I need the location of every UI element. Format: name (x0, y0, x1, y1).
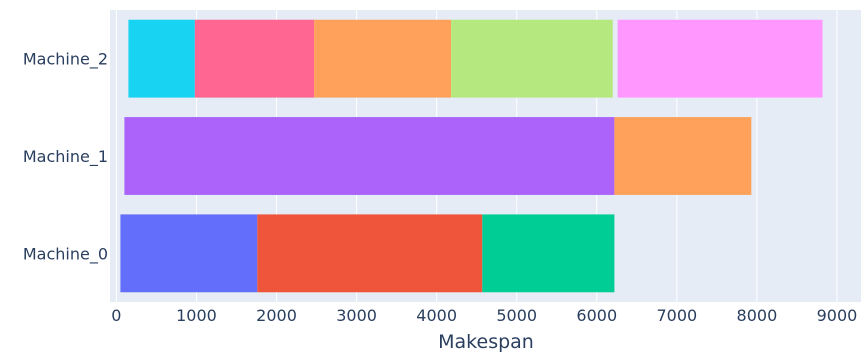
x-tick-label: 6000 (576, 306, 617, 325)
x-tick-labels: 0 1000 2000 3000 4000 5000 6000 7000 8000 9000 (111, 306, 857, 325)
task-bar[interactable] (451, 19, 613, 98)
x-axis-title: Makespan (438, 331, 534, 353)
task-bar[interactable] (124, 117, 615, 195)
task-bar[interactable] (482, 214, 615, 293)
task-bar[interactable] (128, 19, 195, 98)
task-bar[interactable] (617, 19, 823, 98)
x-tick-label: 2000 (256, 306, 297, 325)
task-bar[interactable] (194, 19, 315, 98)
x-tick-label: 8000 (737, 306, 778, 325)
task-bars (120, 19, 823, 293)
task-bar[interactable] (314, 19, 452, 98)
task-bar[interactable] (120, 214, 258, 293)
x-tick-label: 0 (111, 306, 121, 325)
task-bar[interactable] (614, 117, 752, 195)
x-tick-label: 9000 (817, 306, 858, 325)
y-tick-label: Machine_2 (23, 50, 108, 70)
x-tick-label: 7000 (656, 306, 697, 325)
y-tick-label: Machine_0 (23, 244, 108, 264)
x-tick-label: 5000 (496, 306, 537, 325)
x-tick-label: 3000 (336, 306, 377, 325)
y-tick-labels: Machine_0 Machine_1 Machine_2 (23, 50, 108, 265)
x-tick-label: 4000 (416, 306, 457, 325)
x-tick-label: 1000 (176, 306, 217, 325)
task-bar[interactable] (257, 214, 483, 293)
y-tick-label: Machine_1 (23, 147, 108, 167)
